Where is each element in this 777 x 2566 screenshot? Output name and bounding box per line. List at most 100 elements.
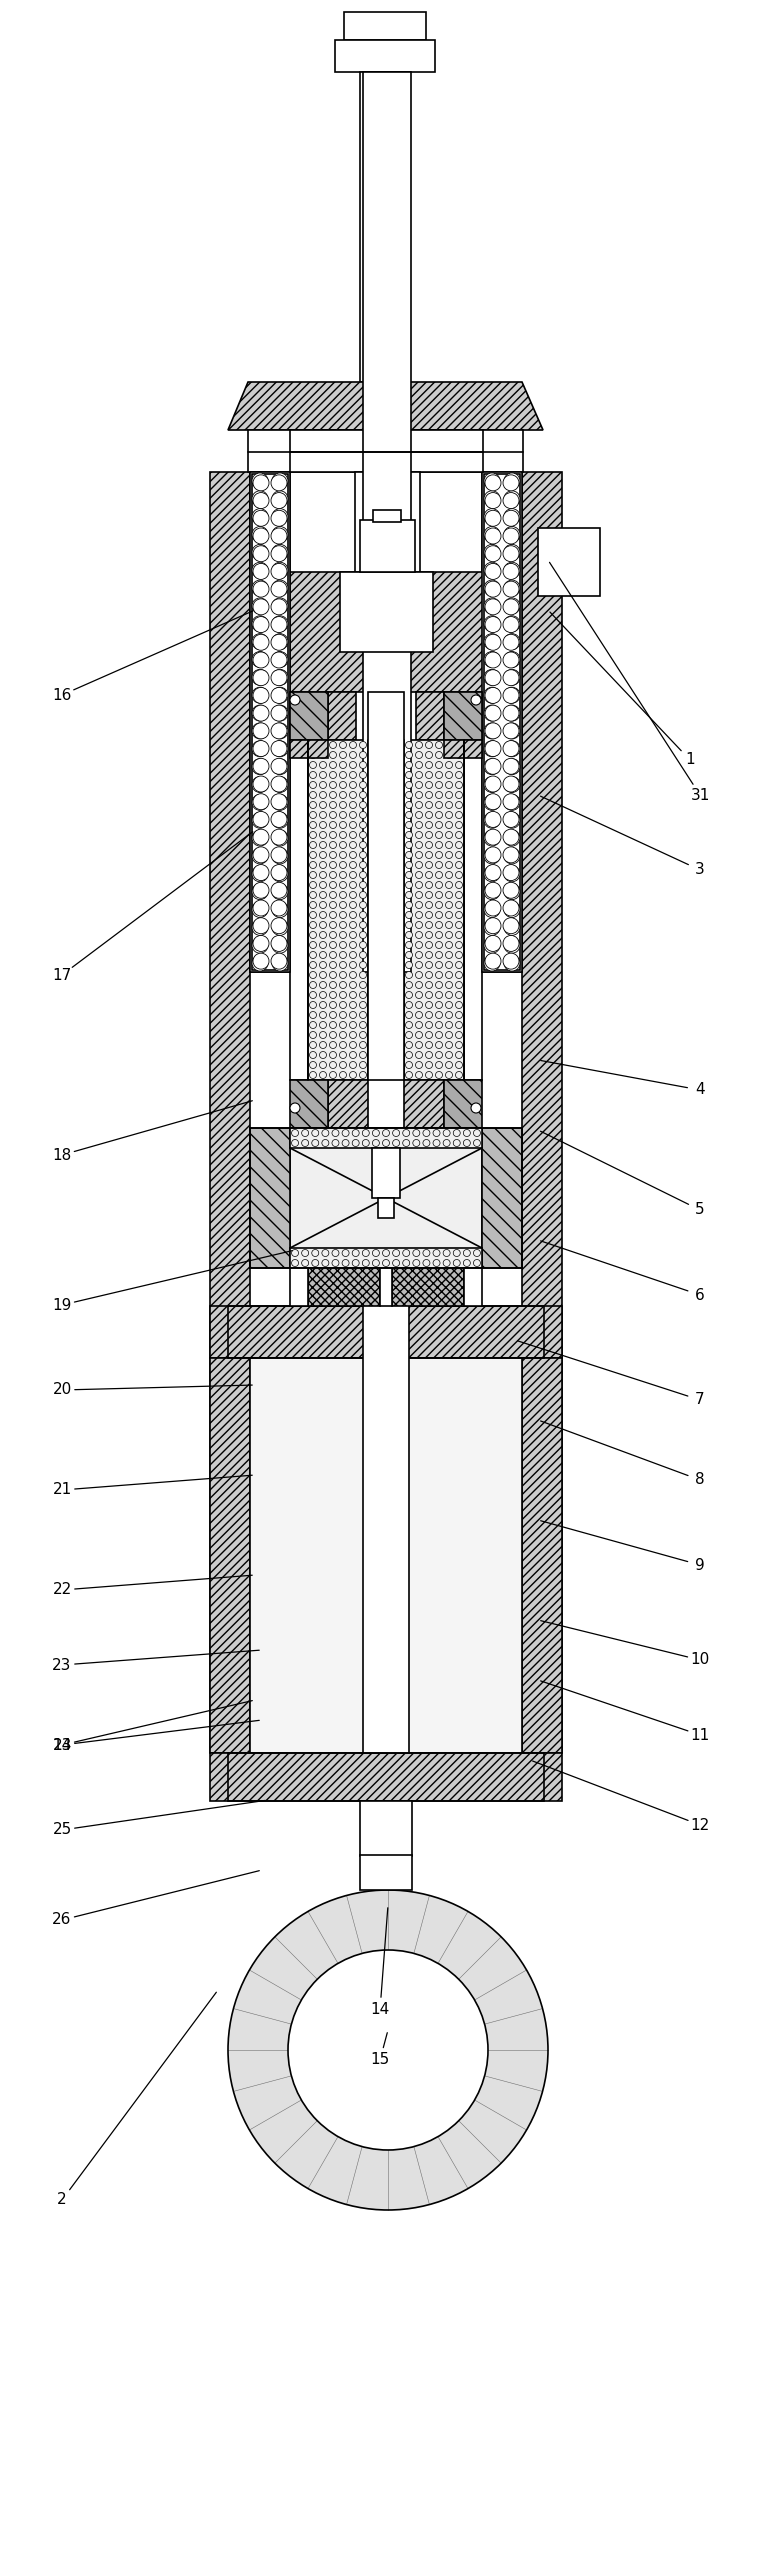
Text: 24: 24: [52, 1737, 71, 1753]
Circle shape: [423, 1260, 430, 1268]
Circle shape: [485, 652, 501, 667]
Circle shape: [485, 688, 501, 703]
Circle shape: [416, 1001, 423, 1008]
Bar: [444, 739, 464, 757]
Circle shape: [360, 762, 367, 767]
Circle shape: [253, 616, 269, 634]
Circle shape: [372, 1260, 379, 1268]
Circle shape: [416, 1011, 423, 1019]
Circle shape: [503, 670, 519, 685]
Circle shape: [426, 821, 433, 829]
Circle shape: [253, 652, 269, 667]
Circle shape: [253, 742, 269, 757]
Circle shape: [332, 1129, 339, 1137]
Circle shape: [329, 842, 336, 849]
Circle shape: [329, 872, 336, 878]
Circle shape: [350, 1021, 357, 1029]
Circle shape: [426, 962, 433, 967]
Circle shape: [350, 1032, 357, 1039]
Circle shape: [319, 762, 326, 767]
Circle shape: [360, 1073, 367, 1078]
Circle shape: [272, 919, 288, 937]
Circle shape: [435, 783, 442, 788]
Circle shape: [309, 983, 316, 988]
Circle shape: [503, 475, 519, 490]
Bar: [522, 472, 562, 1753]
Circle shape: [291, 1139, 298, 1147]
Circle shape: [435, 1062, 442, 1067]
Circle shape: [362, 1250, 369, 1257]
Circle shape: [342, 1139, 349, 1147]
Text: 17: 17: [52, 967, 71, 983]
Circle shape: [342, 1260, 349, 1268]
Bar: [308, 739, 368, 1080]
Text: 1: 1: [685, 752, 695, 767]
Circle shape: [426, 1021, 433, 1029]
Bar: [290, 739, 308, 1080]
Circle shape: [455, 1021, 462, 1029]
Circle shape: [503, 493, 519, 508]
Circle shape: [350, 772, 357, 777]
Circle shape: [484, 688, 500, 703]
Circle shape: [455, 921, 462, 929]
Circle shape: [253, 760, 269, 775]
Circle shape: [426, 862, 433, 867]
Circle shape: [309, 911, 316, 919]
Circle shape: [484, 829, 500, 847]
Circle shape: [455, 1032, 462, 1039]
Circle shape: [350, 862, 357, 867]
Circle shape: [340, 1062, 347, 1067]
Text: 19: 19: [52, 1298, 71, 1311]
Circle shape: [485, 706, 501, 721]
Circle shape: [435, 1042, 442, 1049]
Circle shape: [435, 1052, 442, 1060]
Circle shape: [271, 688, 287, 703]
Circle shape: [340, 990, 347, 998]
Circle shape: [416, 872, 423, 878]
Circle shape: [485, 580, 501, 598]
Circle shape: [435, 983, 442, 988]
Circle shape: [504, 580, 520, 595]
Circle shape: [416, 1042, 423, 1049]
Circle shape: [435, 890, 442, 898]
Circle shape: [455, 811, 462, 819]
Circle shape: [291, 1250, 298, 1257]
Circle shape: [416, 962, 423, 967]
Circle shape: [473, 1260, 480, 1268]
Circle shape: [332, 1250, 339, 1257]
Circle shape: [445, 911, 452, 919]
Circle shape: [445, 1042, 452, 1049]
Circle shape: [329, 1073, 336, 1078]
Circle shape: [271, 547, 287, 562]
Circle shape: [485, 724, 501, 739]
Circle shape: [319, 811, 326, 819]
Circle shape: [340, 831, 347, 839]
Circle shape: [406, 911, 413, 919]
Circle shape: [416, 952, 423, 960]
Circle shape: [504, 562, 520, 577]
Bar: [444, 1080, 482, 1129]
Circle shape: [360, 901, 367, 908]
Circle shape: [484, 742, 500, 757]
Circle shape: [455, 990, 462, 998]
Circle shape: [319, 1052, 326, 1060]
Circle shape: [340, 1021, 347, 1029]
Circle shape: [319, 872, 326, 878]
Text: 12: 12: [691, 1817, 709, 1832]
Circle shape: [271, 724, 287, 739]
Circle shape: [503, 865, 519, 880]
Circle shape: [319, 883, 326, 888]
Circle shape: [471, 1103, 481, 1114]
Circle shape: [340, 883, 347, 888]
Circle shape: [319, 890, 326, 898]
Circle shape: [406, 1021, 413, 1029]
Circle shape: [271, 775, 287, 793]
Circle shape: [416, 1052, 423, 1060]
Circle shape: [455, 1052, 462, 1060]
Circle shape: [435, 772, 442, 777]
Circle shape: [504, 795, 520, 811]
Circle shape: [329, 901, 336, 908]
Circle shape: [426, 1062, 433, 1067]
Circle shape: [272, 562, 288, 577]
Circle shape: [360, 983, 367, 988]
